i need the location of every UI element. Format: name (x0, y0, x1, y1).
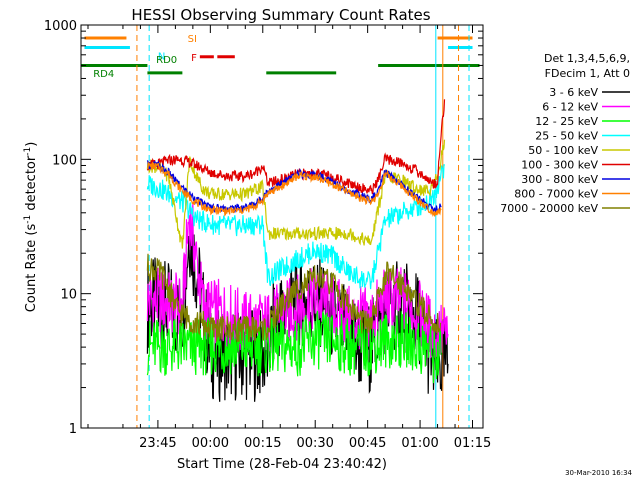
legend-header-2: FDecim 1, Att 0 (545, 67, 630, 80)
y-axis-label-main: Count Rate (s (24, 224, 39, 313)
series-lines (146, 99, 449, 402)
decimation-flag-label-2: RD0 (156, 55, 177, 66)
legend-label: 12 - 25 keV (535, 115, 598, 128)
x-tick-label: 01:00 (401, 436, 438, 451)
sunlight-flag-label: SI (188, 34, 197, 45)
legend-label: 800 - 7000 keV (514, 188, 598, 201)
series-line (146, 203, 449, 362)
series-line (146, 139, 446, 249)
x-axis-label: Start Time (28-Feb-04 23:40:42) (177, 457, 387, 472)
legend-label: 7000 - 20000 keV (500, 202, 598, 215)
y-tick-label: 1 (69, 422, 77, 437)
saa-flag-label: N (158, 51, 165, 62)
series-line (146, 164, 446, 290)
y-tick-label: 1000 (44, 19, 77, 34)
legend-label: 50 - 100 keV (528, 144, 598, 157)
y-axis-label-mid: detector (24, 155, 39, 215)
flare-flag-label: F (191, 53, 197, 64)
x-tick-label: 00:30 (296, 436, 333, 451)
series-line (146, 159, 442, 214)
plot-frame (80, 24, 484, 429)
footer-date: 30-Mar-2010 16:34 (565, 469, 632, 477)
legend-label: 300 - 800 keV (521, 173, 598, 186)
x-tick-label: 00:45 (349, 436, 386, 451)
y-axis-label: Count Rate (s-1 detector-1) (23, 142, 39, 313)
legend-label: 6 - 12 keV (542, 101, 598, 114)
x-tick-label: 00:00 (192, 436, 229, 451)
axis-ticks: 23:45 00:00 00:15 00:30 00:45 01:00 01:15 1 10 10… (44, 19, 491, 451)
x-tick-label: 01:15 (454, 436, 491, 451)
series-line (146, 253, 442, 343)
series-line (147, 161, 442, 217)
y-axis-label-end: ) (24, 142, 39, 147)
decimation-flag-label: RD4 (93, 69, 114, 80)
y-tick-label: 100 (52, 153, 77, 168)
chart-title: HESSI Observing Summary Count Rates (131, 6, 430, 24)
legend-label: 100 - 300 keV (521, 159, 598, 172)
legend-label: 3 - 6 keV (549, 86, 598, 99)
flag-bars: SI N F RD4 RD0 (81, 34, 480, 80)
y-tick-label: 10 (60, 288, 77, 303)
plot-area: SI N F RD4 RD0 (81, 25, 480, 428)
y-axis-label-sup2: -1 (23, 147, 33, 156)
legend-label: 25 - 50 keV (535, 130, 598, 143)
x-tick-label: 23:45 (139, 436, 176, 451)
x-tick-label: 00:15 (244, 436, 281, 451)
y-axis-label-sup1: -1 (23, 215, 33, 224)
legend-header-1: Det 1,3,4,5,6,9, (544, 52, 630, 65)
